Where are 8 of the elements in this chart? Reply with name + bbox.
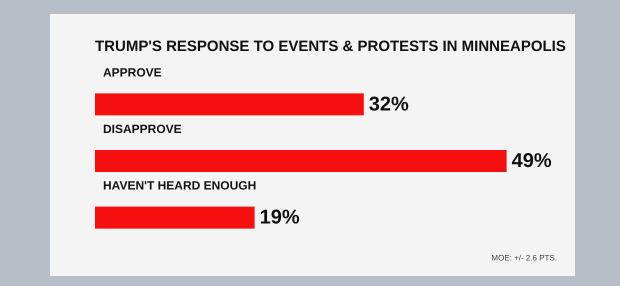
- data-label: 32%: [368, 93, 410, 116]
- text: MOE: +/- 2.6 PTS.: [491, 254, 558, 262]
- y-tick-label: DISAPPROVE: [103, 122, 182, 136]
- chart-title: TRUMP'S RESPONSE TO EVENTS & PROTESTS IN MINNEAPOLIS: [95, 38, 566, 55]
- y-tick-label: HAVEN'T HEARD ENOUGH: [103, 178, 256, 193]
- data-label: 19%: [260, 206, 300, 229]
- data-label: 49%: [512, 150, 552, 172]
- y-tick-label: APPROVE: [103, 65, 162, 80]
